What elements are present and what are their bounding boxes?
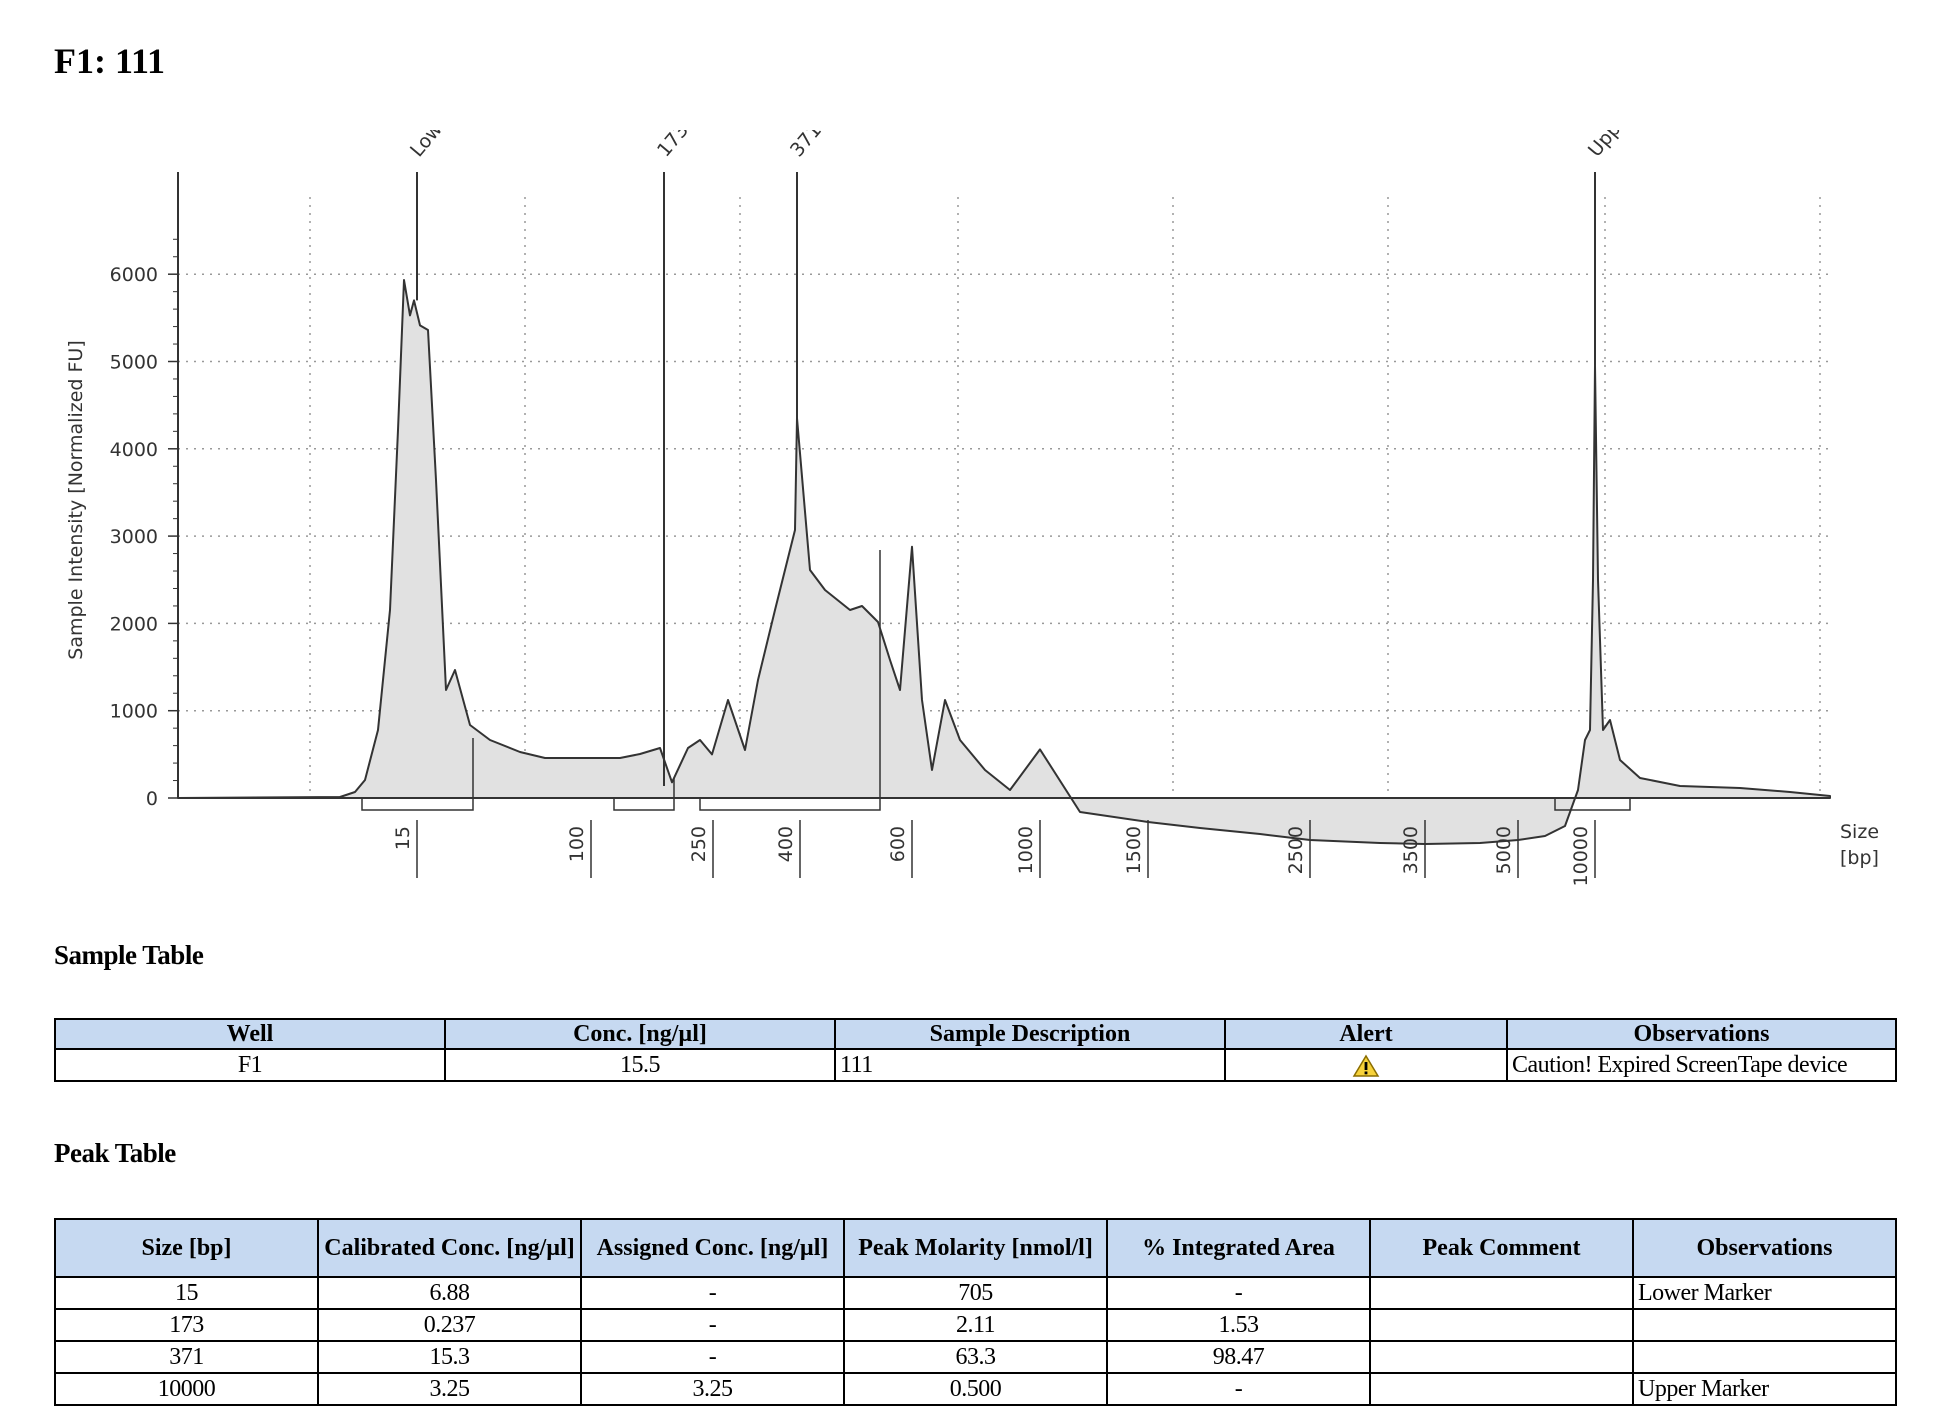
x-axis-label-size: Size xyxy=(1840,821,1879,843)
cell-alert xyxy=(1224,1048,1508,1082)
cell-assigned-conc: - xyxy=(580,1308,845,1342)
chart-axes: 0 1000 2000 3000 4000 5000 6000 15 100 250 400 600 1… xyxy=(110,172,1830,886)
y-axis-label: Sample Intensity [Normalized FU] xyxy=(65,340,87,659)
y-tick-label: 2000 xyxy=(110,613,158,635)
cell-peak-comment xyxy=(1369,1308,1634,1342)
cell-conc: 15.5 xyxy=(444,1048,836,1082)
header-size: Size [bp] xyxy=(54,1218,319,1278)
cell-peak-comment xyxy=(1369,1372,1634,1406)
x-tick-label: 400 xyxy=(775,826,797,862)
peak-label: 173 xyxy=(653,130,693,161)
cell-peak-comment xyxy=(1369,1340,1634,1374)
cell-observations: Upper Marker xyxy=(1632,1372,1897,1406)
peak-label: Upper xyxy=(1584,130,1638,161)
x-tick-label: 1500 xyxy=(1123,826,1145,874)
table-row: 10000 3.25 3.25 0.500- Upper Marker xyxy=(54,1372,1897,1406)
cell-observations xyxy=(1632,1308,1897,1342)
peak-labels: Lower 173 371 Upper xyxy=(406,130,1638,786)
peak-table: Size [bp] Calibrated Conc. [ng/µl] Assig… xyxy=(54,1218,1897,1406)
chart-trace xyxy=(177,279,1831,845)
y-tick-label: 6000 xyxy=(110,264,158,286)
y-tick-label: 0 xyxy=(146,788,158,810)
header-peak-molarity: Peak Molarity [nmol/l] xyxy=(843,1218,1108,1278)
header-alert: Alert xyxy=(1224,1018,1508,1050)
electropherogram-chart: 0 1000 2000 3000 4000 5000 6000 15 100 250 400 600 1… xyxy=(65,130,1879,886)
table-row: 15 6.88-705- Lower Marker xyxy=(54,1276,1897,1310)
cell-peak-molarity: 0.500 xyxy=(843,1372,1108,1406)
cell-peak-molarity: 2.11 xyxy=(843,1308,1108,1342)
cell-sample-description: 111 xyxy=(834,1048,1226,1082)
peak-region-bracket xyxy=(699,798,881,811)
cell-calibrated-conc: 0.237 xyxy=(317,1308,582,1342)
x-tick-label: 10000 xyxy=(1570,826,1592,886)
x-axis-label-unit: [bp] xyxy=(1840,847,1879,869)
header-integrated-area: % Integrated Area xyxy=(1106,1218,1371,1278)
cell-calibrated-conc: 6.88 xyxy=(317,1276,582,1310)
x-tick-label: 600 xyxy=(887,826,909,862)
x-tick-label: 1000 xyxy=(1015,826,1037,874)
page-title: F1: 111 xyxy=(54,41,166,81)
sample-table: Well Conc. [ng/µl] Sample Description Al… xyxy=(54,1018,1897,1082)
cell-assigned-conc: - xyxy=(580,1276,845,1310)
x-tick-label: 3500 xyxy=(1400,826,1422,874)
x-tick-label: 5000 xyxy=(1493,826,1515,874)
peak-table-title: Peak Table xyxy=(54,1138,176,1168)
cell-observations: Caution! Expired ScreenTape device xyxy=(1506,1048,1897,1082)
cell-observations: Lower Marker xyxy=(1632,1276,1897,1310)
table-row: 173 0.237-2.11 1.53 xyxy=(54,1308,1897,1342)
table-row: 371 15.3-63.3 98.47 xyxy=(54,1340,1897,1374)
cell-size: 10000 xyxy=(54,1372,319,1406)
header-conc: Conc. [ng/µl] xyxy=(444,1018,836,1050)
sample-table-title: Sample Table xyxy=(54,940,204,970)
cell-integrated-area: 1.53 xyxy=(1106,1308,1371,1342)
peak-label: 371 xyxy=(786,130,826,161)
header-assigned-conc: Assigned Conc. [ng/µl] xyxy=(580,1218,845,1278)
cell-observations xyxy=(1632,1340,1897,1374)
y-tick-label: 4000 xyxy=(110,439,158,461)
peak-label: Lower xyxy=(406,130,460,161)
peak-region-bracket xyxy=(613,798,675,811)
peak-region-bracket xyxy=(1554,798,1631,811)
peak-region-bracket xyxy=(361,798,474,811)
y-tick-label: 1000 xyxy=(110,701,158,723)
header-sample-description: Sample Description xyxy=(834,1018,1226,1050)
header-observations: Observations xyxy=(1506,1018,1897,1050)
cell-peak-comment xyxy=(1369,1276,1634,1310)
peak-table-header-row: Size [bp] Calibrated Conc. [ng/µl] Assig… xyxy=(54,1218,1897,1278)
header-calibrated-conc: Calibrated Conc. [ng/µl] xyxy=(317,1218,582,1278)
y-tick-label: 5000 xyxy=(110,352,158,374)
x-tick-label: 15 xyxy=(392,826,414,850)
series-trace xyxy=(177,279,1831,845)
cell-assigned-conc: 3.25 xyxy=(580,1372,845,1406)
x-tick-label: 2500 xyxy=(1285,826,1307,874)
cell-calibrated-conc: 15.3 xyxy=(317,1340,582,1374)
chart-grid xyxy=(178,197,1830,798)
warning-icon xyxy=(1352,1055,1380,1078)
cell-size: 173 xyxy=(54,1308,319,1342)
cell-peak-molarity: 705 xyxy=(843,1276,1108,1310)
header-observations: Observations xyxy=(1632,1218,1897,1278)
cell-well: F1 xyxy=(54,1048,446,1082)
y-tick-label: 3000 xyxy=(110,526,158,548)
cell-calibrated-conc: 3.25 xyxy=(317,1372,582,1406)
cell-size: 15 xyxy=(54,1276,319,1310)
cell-integrated-area: - xyxy=(1106,1276,1371,1310)
x-tick-label: 250 xyxy=(688,826,710,862)
sample-table-header-row: Well Conc. [ng/µl] Sample Description Al… xyxy=(54,1018,1897,1050)
table-row: F1 15.5 111 Caution! Expired ScreenTape … xyxy=(54,1048,1897,1082)
header-peak-comment: Peak Comment xyxy=(1369,1218,1634,1278)
header-well: Well xyxy=(54,1018,446,1050)
cell-integrated-area: - xyxy=(1106,1372,1371,1406)
cell-peak-molarity: 63.3 xyxy=(843,1340,1108,1374)
cell-assigned-conc: - xyxy=(580,1340,845,1374)
cell-integrated-area: 98.47 xyxy=(1106,1340,1371,1374)
cell-size: 371 xyxy=(54,1340,319,1374)
x-tick-label: 100 xyxy=(566,826,588,862)
